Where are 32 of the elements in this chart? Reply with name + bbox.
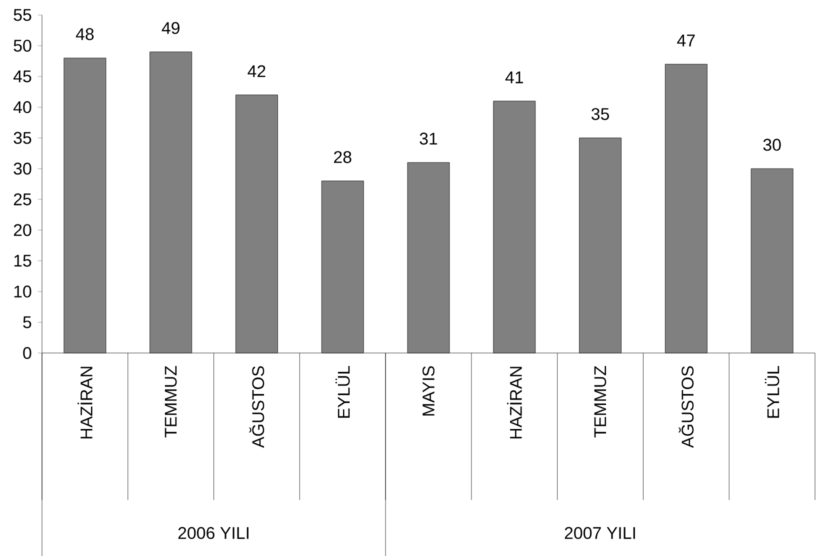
y-tick-label: 0 <box>23 347 32 359</box>
data-label: 30 <box>763 138 781 151</box>
y-tick-label: 40 <box>13 101 32 114</box>
y-tick-label: 15 <box>14 254 32 267</box>
y-tick-label: 25 <box>14 193 32 206</box>
x-tick-label: HAZİRAN <box>78 366 92 438</box>
data-label: 31 <box>420 132 438 145</box>
data-label: 47 <box>677 34 695 46</box>
y-tick-label: 20 <box>14 224 32 236</box>
data-label: 48 <box>76 28 94 40</box>
data-label: 28 <box>334 151 352 164</box>
y-tick-label: 35 <box>14 132 32 144</box>
data-label: 35 <box>592 108 609 120</box>
data-label: 42 <box>248 65 266 78</box>
y-tick-label: 45 <box>13 70 32 82</box>
x-tick-label: MAYIS <box>422 366 435 416</box>
y-tick-label: 50 <box>14 40 32 52</box>
y-tick-label: 55 <box>14 9 32 21</box>
x-tick-label: TEMMUZ <box>164 366 177 438</box>
x-tick-label: AĞUSTOS <box>678 366 694 448</box>
x-tick-label: HAZİRAN <box>507 366 522 438</box>
x-tick-label: AĞUSTOS <box>249 366 264 448</box>
text: 2007 YILI <box>564 527 635 540</box>
data-label: 49 <box>162 22 180 34</box>
y-tick-label: 10 <box>14 286 32 298</box>
data-label: 41 <box>505 72 523 84</box>
x-tick-label: TEMMUZ <box>594 366 606 438</box>
x-tick-label: EYLÜL <box>764 366 780 418</box>
x-tick-label: EYLÜL <box>335 366 350 418</box>
y-tick-label: 30 <box>14 162 32 175</box>
y-tick-label: 5 <box>23 316 32 328</box>
text: 2006 YILI <box>178 527 248 540</box>
